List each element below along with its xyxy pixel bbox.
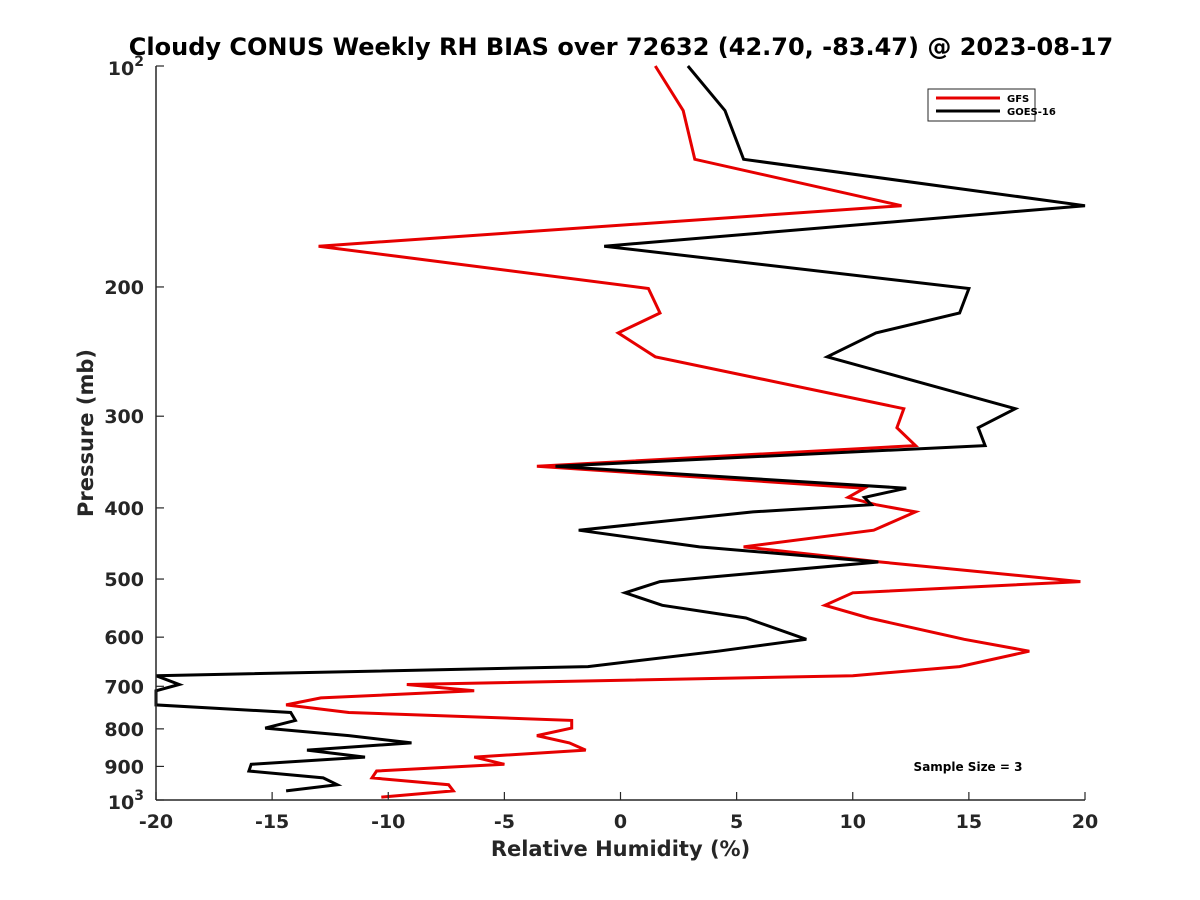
x-tick-label: 15 bbox=[956, 811, 982, 833]
legend-label-goes-16: GOES-16 bbox=[1007, 107, 1056, 118]
y-tick-base: 10 bbox=[108, 58, 134, 80]
chart-title: Cloudy CONUS Weekly RH BIAS over 72632 (… bbox=[129, 33, 1113, 61]
y-tick-label: 500 bbox=[104, 569, 144, 591]
x-tick-label: 10 bbox=[840, 811, 866, 833]
y-tick-label: 900 bbox=[104, 756, 144, 778]
y-tick-exponent: 2 bbox=[134, 54, 144, 70]
y-tick-label: 102 bbox=[108, 54, 144, 80]
y-axis-label: Pressure (mb) bbox=[74, 349, 98, 517]
series-line-goes-16 bbox=[154, 65, 1086, 793]
legend-box bbox=[927, 88, 1036, 122]
x-tick-label: -20 bbox=[139, 811, 173, 833]
x-tick-label: 20 bbox=[1072, 811, 1098, 833]
x-tick-label: -10 bbox=[371, 811, 405, 833]
legend: GFS GOES-16 bbox=[927, 88, 1056, 122]
y-tick-label: 200 bbox=[104, 277, 144, 299]
x-ticks: -20 -15 -10 -5 0 5 10 15 20 bbox=[139, 792, 1098, 833]
y-tick-base: 10 bbox=[108, 792, 134, 814]
x-tick-label: -15 bbox=[255, 811, 289, 833]
y-tick-label: 800 bbox=[104, 719, 144, 741]
x-tick-label: -5 bbox=[494, 811, 515, 833]
x-tick-label: 5 bbox=[730, 811, 743, 833]
y-tick-label: 400 bbox=[104, 498, 144, 520]
y-tick-label: 103 bbox=[108, 788, 144, 814]
y-tick-exponent: 3 bbox=[134, 788, 144, 804]
y-tick-label: 300 bbox=[104, 406, 144, 428]
plot-area bbox=[154, 65, 1086, 799]
y-tick-label: 600 bbox=[104, 627, 144, 649]
legend-label-gfs: GFS bbox=[1007, 94, 1029, 105]
x-tick-label: 0 bbox=[614, 811, 627, 833]
x-axis-label: Relative Humidity (%) bbox=[491, 837, 750, 861]
y-tick-label: 700 bbox=[104, 676, 144, 698]
sample-size-annotation: Sample Size = 3 bbox=[914, 760, 1023, 774]
series-line-gfs bbox=[285, 65, 1081, 799]
